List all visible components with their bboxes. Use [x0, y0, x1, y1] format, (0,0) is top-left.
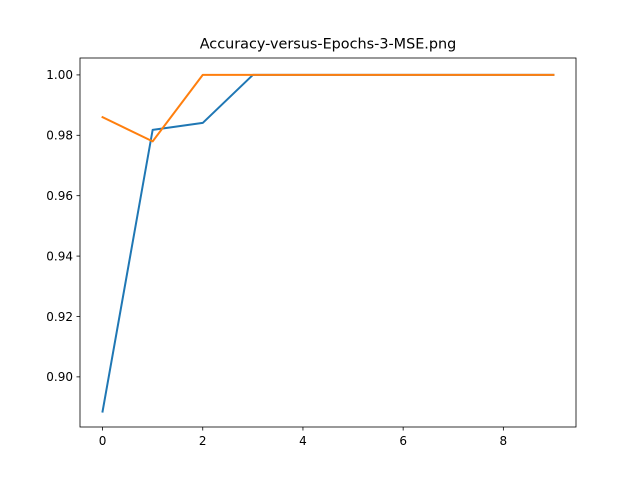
axes-layer: 0 2 4 6 8 0.90 0.92 0.94 0.96 0.98 1.00 — [46, 57, 577, 448]
y-tick-label: 0.96 — [46, 189, 73, 203]
series-line-2 — [101, 73, 555, 143]
y-tick-label: 1.00 — [46, 68, 73, 82]
series-layer — [101, 73, 555, 413]
y-tick-label: 0.92 — [46, 310, 73, 324]
chart-title: Accuracy-versus-Epochs-3-MSE.png — [200, 37, 457, 53]
x-tick-label: 6 — [399, 434, 407, 448]
plot-frame — [79, 57, 577, 428]
x-tick-label: 0 — [99, 434, 107, 448]
y-tick-label: 0.90 — [46, 370, 73, 384]
x-tick-label: 8 — [500, 434, 508, 448]
y-tick-label: 0.98 — [46, 129, 73, 143]
x-tick-label: 4 — [299, 434, 307, 448]
y-tick-label: 0.94 — [46, 249, 73, 263]
series-line-1 — [101, 73, 555, 413]
x-tick-label: 2 — [199, 434, 207, 448]
